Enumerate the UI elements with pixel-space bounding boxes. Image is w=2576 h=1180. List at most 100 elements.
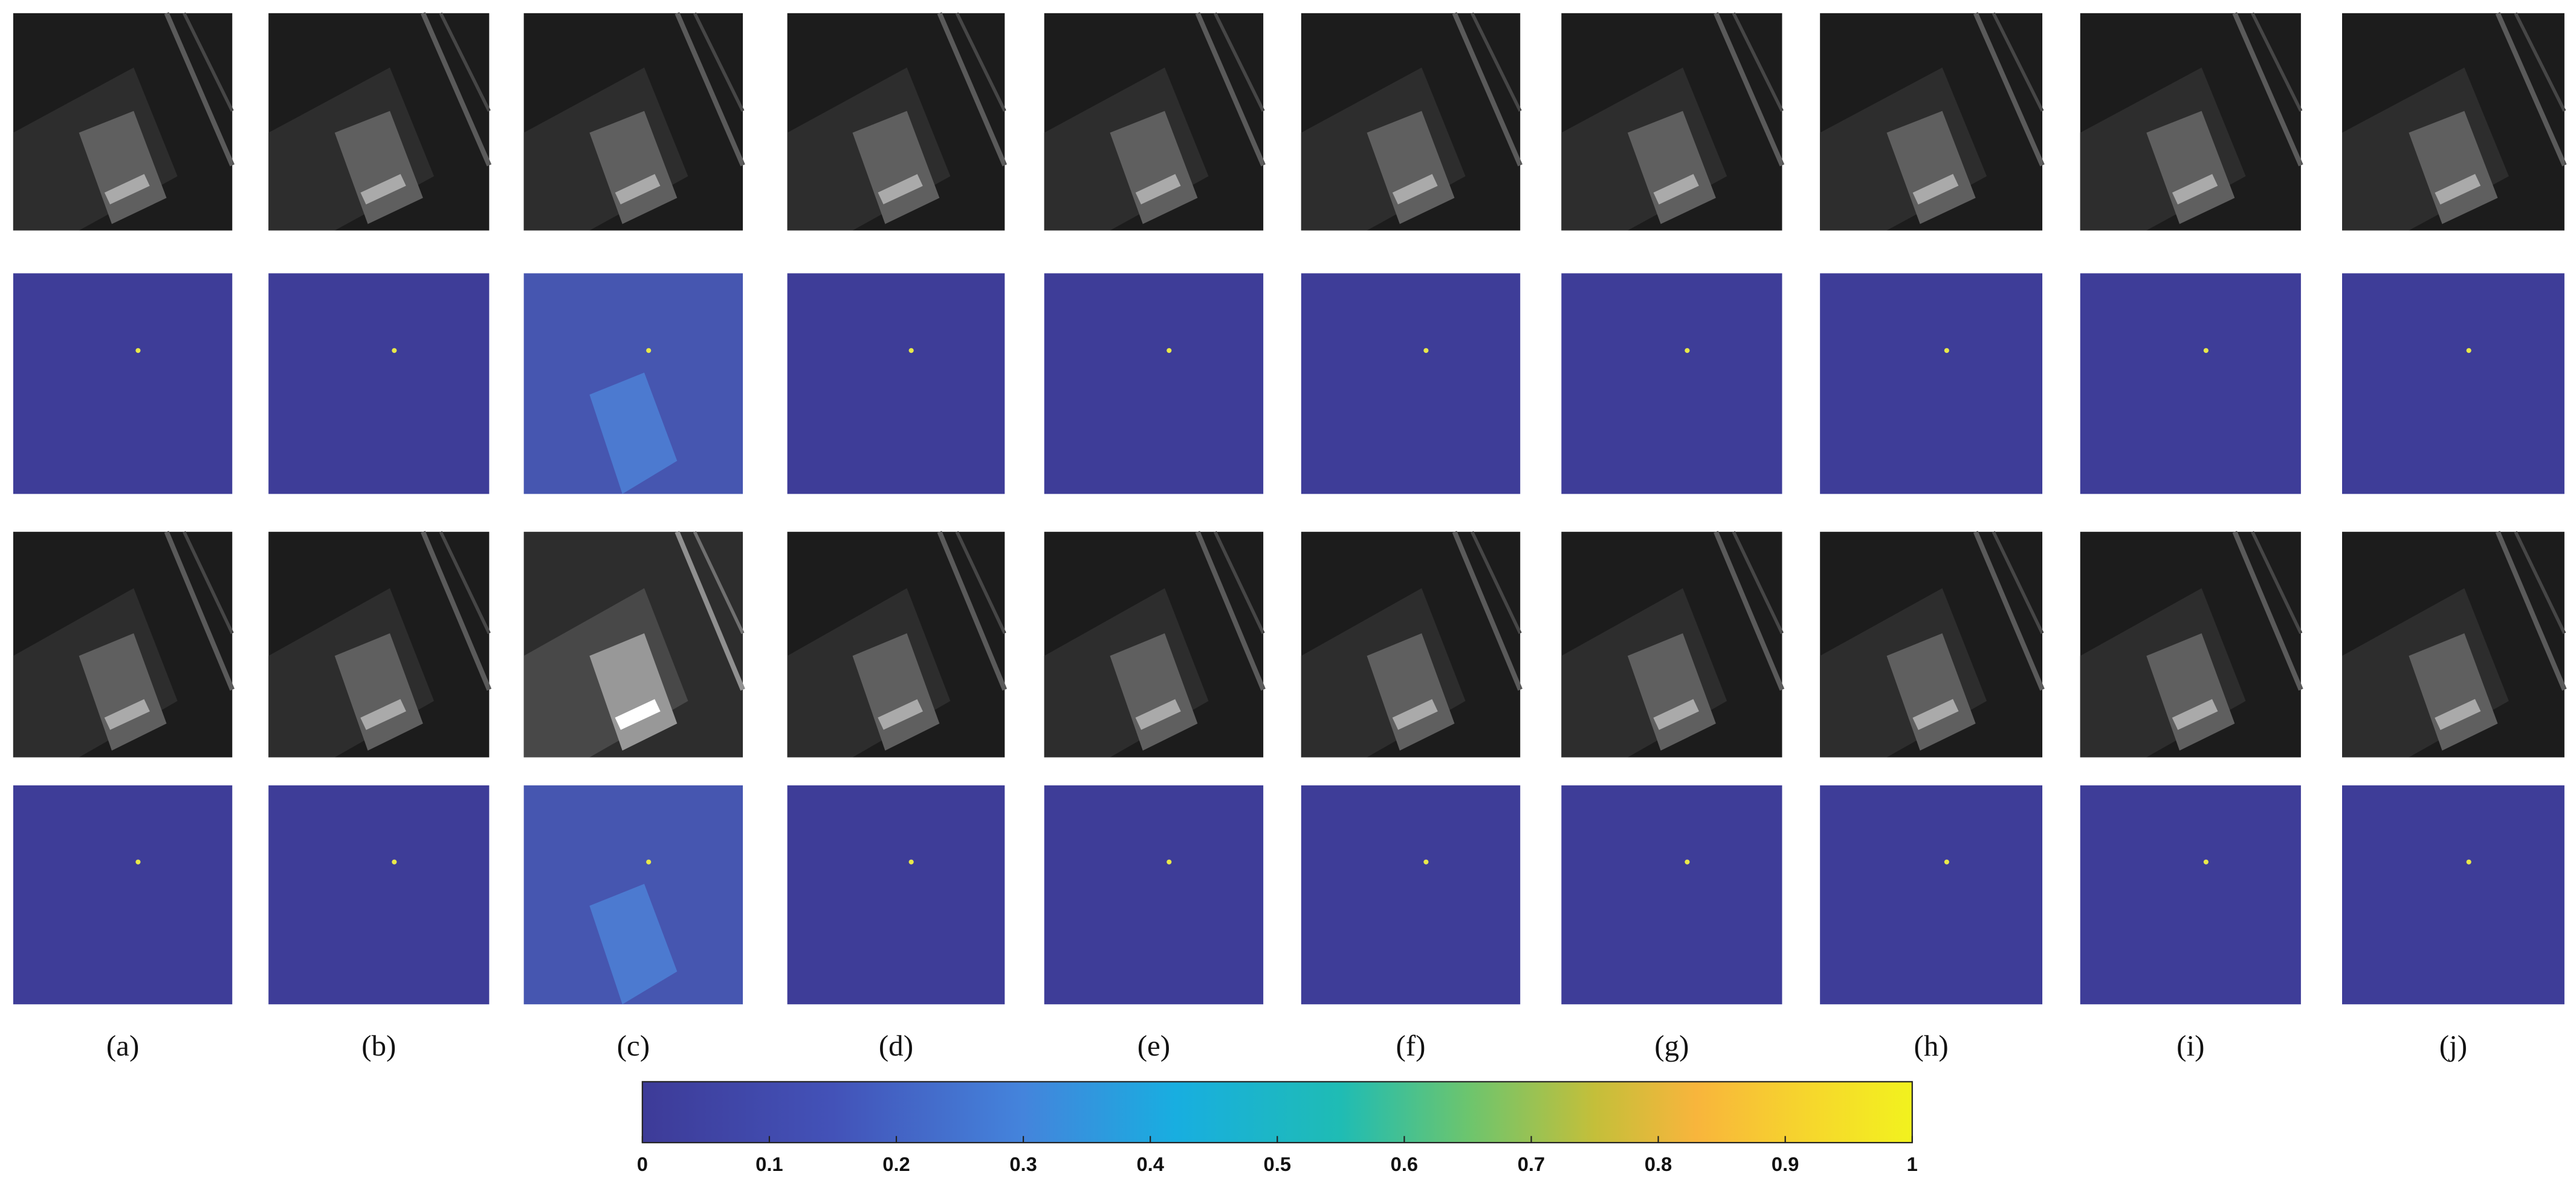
error-spot bbox=[2203, 348, 2209, 353]
image-road bbox=[955, 531, 1006, 634]
error-background bbox=[1820, 785, 2043, 1005]
error-map bbox=[523, 273, 743, 494]
error-spot bbox=[392, 348, 397, 353]
error-background bbox=[1044, 785, 1264, 1005]
image-highlight bbox=[2435, 173, 2481, 205]
image-highlight bbox=[878, 699, 923, 730]
image-building bbox=[852, 111, 940, 224]
image-road bbox=[164, 530, 235, 691]
image-road bbox=[421, 530, 492, 691]
image-building bbox=[1110, 633, 1198, 751]
colorbar-tick-label: 0.2 bbox=[882, 1153, 910, 1175]
image-building bbox=[334, 633, 423, 751]
image-panel bbox=[2080, 12, 2303, 231]
error-background bbox=[2080, 785, 2301, 1005]
error-map bbox=[2080, 785, 2301, 1005]
image-road bbox=[439, 12, 491, 112]
image-highlight bbox=[615, 174, 661, 205]
error-spot bbox=[1167, 348, 1172, 353]
panel-label: (e) bbox=[1138, 1029, 1170, 1062]
image-road bbox=[675, 12, 745, 167]
image-road bbox=[1452, 12, 1523, 167]
image-building bbox=[1367, 633, 1455, 751]
error-map bbox=[1044, 273, 1264, 494]
image-panel bbox=[2341, 530, 2567, 758]
error-map bbox=[268, 273, 490, 494]
image-building bbox=[852, 633, 940, 751]
colorbar-tick-label: 0.3 bbox=[1009, 1153, 1037, 1175]
image-building bbox=[2146, 111, 2235, 224]
error-spot bbox=[646, 859, 652, 865]
error-map bbox=[787, 273, 1005, 494]
image-highlight bbox=[360, 173, 406, 205]
colorbar-tick-label: 0.5 bbox=[1264, 1153, 1291, 1175]
image-highlight bbox=[104, 174, 150, 205]
panel-label: (j) bbox=[2439, 1029, 2467, 1062]
image-panel bbox=[2341, 12, 2567, 231]
error-spot bbox=[646, 348, 652, 353]
error-spot bbox=[2203, 859, 2209, 865]
image-building bbox=[1886, 633, 1976, 751]
image-road bbox=[1195, 530, 1266, 691]
image-road bbox=[1452, 530, 1523, 691]
image-building bbox=[334, 111, 423, 224]
error-map bbox=[2341, 785, 2565, 1005]
error-background bbox=[2341, 273, 2565, 494]
image-road bbox=[183, 12, 234, 112]
error-map bbox=[1820, 785, 2043, 1005]
image-highlight bbox=[1392, 699, 1438, 730]
image-road bbox=[2232, 530, 2303, 691]
image-panel bbox=[1301, 530, 1523, 758]
error-map bbox=[1044, 785, 1264, 1005]
image-road bbox=[1471, 12, 1522, 112]
image-panel bbox=[787, 530, 1008, 758]
image-road bbox=[439, 530, 491, 634]
image-road bbox=[421, 12, 492, 167]
error-background bbox=[1561, 273, 1782, 494]
image-panel bbox=[13, 12, 235, 231]
image-road bbox=[1973, 12, 2045, 167]
image-highlight bbox=[2172, 698, 2218, 730]
image-highlight bbox=[1653, 698, 1700, 730]
panel-label: (a) bbox=[106, 1029, 139, 1062]
panel-label: (i) bbox=[2176, 1029, 2204, 1062]
error-map bbox=[1820, 273, 2043, 494]
image-road bbox=[675, 530, 745, 691]
error-spot bbox=[1944, 859, 1949, 865]
image-building bbox=[589, 111, 678, 224]
image-building bbox=[79, 633, 167, 751]
image-building bbox=[1367, 111, 1455, 224]
image-road bbox=[183, 531, 234, 634]
colorbar-tick-label: 1 bbox=[1907, 1153, 1918, 1175]
error-spot bbox=[135, 859, 141, 865]
panel-label: (h) bbox=[1914, 1029, 1949, 1062]
image-road bbox=[937, 12, 1008, 167]
error-background bbox=[268, 273, 490, 494]
error-background bbox=[787, 785, 1005, 1005]
image-road bbox=[955, 12, 1006, 112]
error-background bbox=[2080, 273, 2301, 494]
error-map bbox=[1561, 273, 1782, 494]
image-panel bbox=[268, 530, 492, 758]
colorbar-tick-label: 0.8 bbox=[1645, 1153, 1672, 1175]
image-road bbox=[1213, 12, 1265, 112]
image-highlight bbox=[615, 699, 661, 730]
error-spot bbox=[908, 348, 914, 353]
colorbar-tick-label: 0.9 bbox=[1772, 1153, 1799, 1175]
image-road bbox=[1973, 530, 2045, 691]
image-road bbox=[1992, 12, 2044, 112]
image-road bbox=[1471, 531, 1522, 634]
error-background bbox=[268, 785, 490, 1005]
error-background bbox=[13, 785, 233, 1005]
image-road bbox=[2251, 12, 2303, 112]
image-highlight bbox=[1653, 173, 1699, 205]
error-spot bbox=[1423, 859, 1429, 865]
error-spot bbox=[2466, 348, 2471, 353]
image-panel bbox=[1820, 12, 2045, 231]
image-highlight bbox=[1392, 174, 1438, 205]
image-road bbox=[1732, 530, 1784, 634]
image-building bbox=[79, 111, 167, 224]
image-road bbox=[1213, 531, 1265, 634]
error-background bbox=[1301, 785, 1521, 1005]
error-map bbox=[13, 273, 233, 494]
